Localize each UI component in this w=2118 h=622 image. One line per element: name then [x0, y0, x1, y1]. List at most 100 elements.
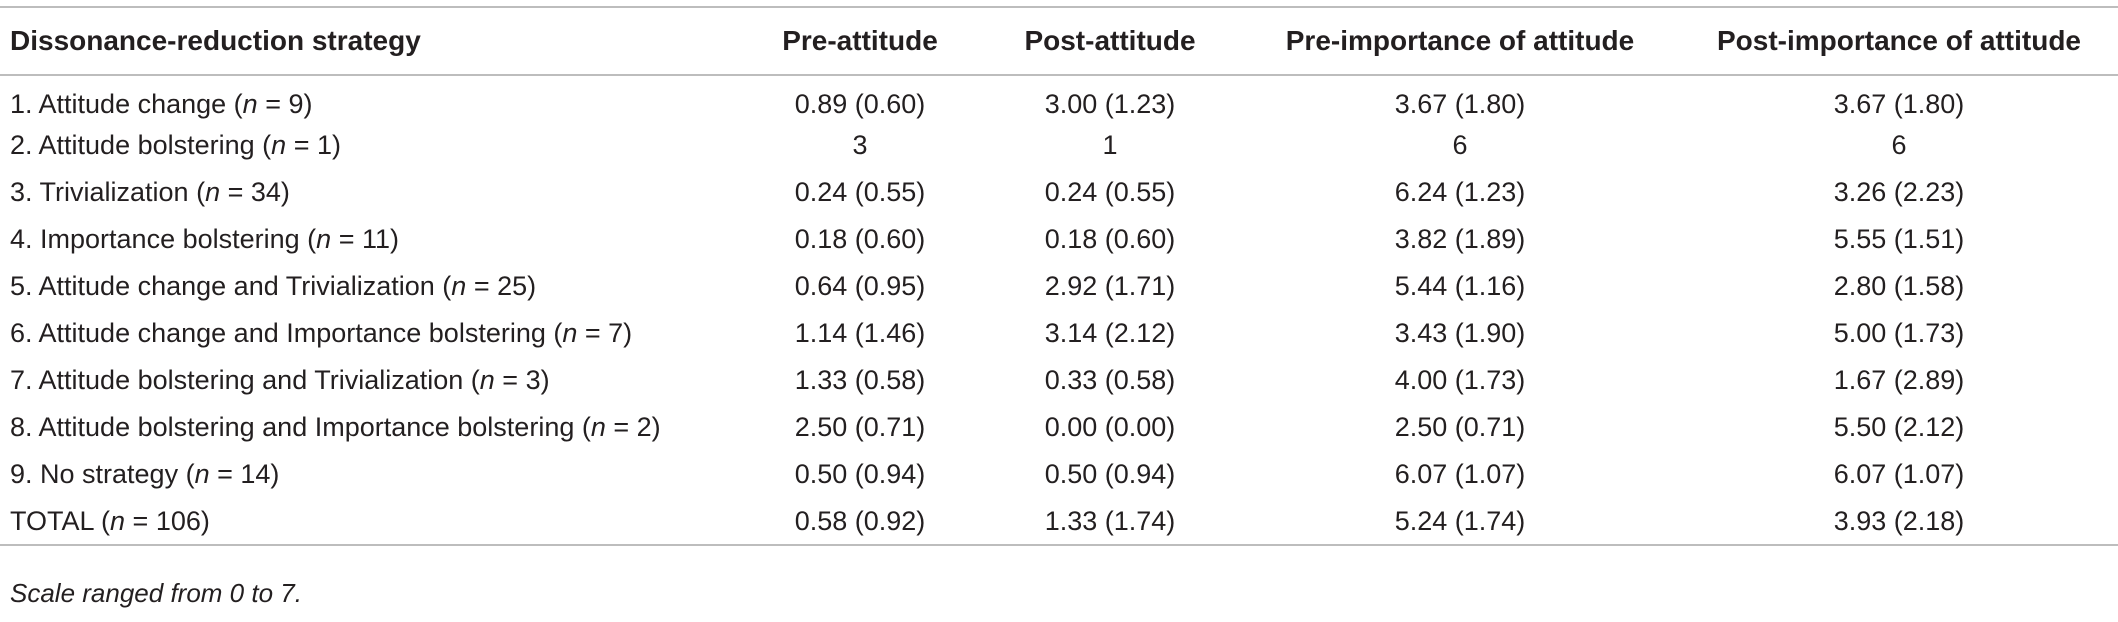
- sample-size-symbol: n: [479, 365, 495, 395]
- sample-size-value: = 34): [220, 177, 290, 207]
- strategy-cell: 9. No strategy (n = 14): [0, 451, 740, 498]
- post-attitude-cell: 1.33 (1.74): [1044, 505, 1176, 536]
- post-importance-cell: 1.67 (2.89): [1833, 365, 1965, 395]
- table-row: 5. Attitude change and Trivialization (n…: [0, 263, 2118, 310]
- pre-importance-cell: 4.00 (1.73): [1394, 365, 1526, 395]
- strategy-label: 1. Attitude change (: [10, 88, 243, 119]
- post-importance-cell: 6: [1891, 130, 1907, 160]
- table-body: 1. Attitude change (n = 9) 0.89 (0.60) 3.0…: [0, 75, 2118, 545]
- strategy-label: 9. No strategy (: [10, 459, 195, 489]
- strategy-cell: 2. Attitude bolstering (n = 1): [0, 122, 740, 169]
- strategy-cell: 7. Attitude bolstering and Trivializatio…: [0, 357, 740, 404]
- table-row: 6. Attitude change and Importance bolste…: [0, 310, 2118, 357]
- table-row: 2. Attitude bolstering (n = 1) 3 1 6 6: [0, 122, 2118, 169]
- post-importance-cell: 3.26 (2.23): [1833, 177, 1965, 207]
- pre-importance-cell: 5.24 (1.74): [1394, 505, 1526, 536]
- sample-size-value: = 106): [125, 505, 210, 536]
- sample-size-symbol: n: [451, 271, 467, 301]
- sample-size-symbol: n: [590, 412, 606, 442]
- post-attitude-cell: 1: [1102, 130, 1118, 160]
- header-row: Dissonance-reduction strategy Pre-attitu…: [0, 7, 2118, 75]
- post-importance-cell: 3.67 (1.80): [1833, 88, 1965, 119]
- post-importance-cell: 5.00 (1.73): [1833, 318, 1965, 348]
- sample-size-value: = 2): [605, 412, 661, 442]
- strategy-label: 2. Attitude bolstering (: [10, 130, 272, 160]
- pre-importance-cell: 2.50 (0.71): [1394, 412, 1526, 442]
- sample-size-symbol: n: [562, 318, 578, 348]
- strategy-cell: 3. Trivialization (n = 34): [0, 169, 740, 216]
- pre-attitude-cell: 0.64 (0.95): [794, 271, 926, 301]
- post-importance-cell: 3.93 (2.18): [1833, 505, 1965, 536]
- strategy-label: 5. Attitude change and Trivialization (: [10, 271, 452, 301]
- pre-importance-cell: 6.24 (1.23): [1394, 177, 1526, 207]
- sample-size-value: = 7): [577, 318, 633, 348]
- table-row: 1. Attitude change (n = 9) 0.89 (0.60) 3.0…: [0, 75, 2118, 122]
- strategy-cell: 1. Attitude change (n = 9): [0, 75, 740, 122]
- table-row: 9. No strategy (n = 14) 0.50 (0.94) 0.50 (…: [0, 451, 2118, 498]
- table-note: Scale ranged from 0 to 7.: [10, 578, 302, 608]
- pre-attitude-cell: 0.89 (0.60): [794, 88, 926, 119]
- post-importance-cell: 5.50 (2.12): [1833, 412, 1965, 442]
- table-row: 4. Importance bolstering (n = 11) 0.18 (0…: [0, 216, 2118, 263]
- strategy-label: 6. Attitude change and Importance bolste…: [10, 318, 563, 348]
- post-attitude-cell: 3.00 (1.23): [1044, 88, 1176, 119]
- pre-attitude-cell: 0.58 (0.92): [794, 505, 926, 536]
- sample-size-symbol: n: [194, 459, 210, 489]
- sample-size-value: = 3): [494, 365, 550, 395]
- post-attitude-cell: 0.50 (0.94): [1044, 459, 1176, 489]
- sample-size-symbol: n: [271, 130, 287, 160]
- pre-attitude-cell: 0.50 (0.94): [794, 459, 926, 489]
- sample-size-symbol: n: [205, 177, 221, 207]
- sample-size-symbol: n: [316, 224, 332, 254]
- table-row: 8. Attitude bolstering and Importance bo…: [0, 404, 2118, 451]
- table-row: 7. Attitude bolstering and Trivializatio…: [0, 357, 2118, 404]
- post-importance-cell: 6.07 (1.07): [1833, 459, 1965, 489]
- strategy-label: TOTAL (: [10, 505, 111, 536]
- pre-attitude-cell: 0.18 (0.60): [794, 224, 926, 254]
- sample-size-value: = 9): [257, 88, 313, 119]
- strategy-cell: 6. Attitude change and Importance bolste…: [0, 310, 740, 357]
- sample-size-symbol: n: [110, 505, 126, 536]
- strategy-cell: TOTAL (n = 106): [0, 498, 740, 545]
- post-attitude-cell: 3.14 (2.12): [1044, 318, 1176, 348]
- pre-importance-cell: 5.44 (1.16): [1394, 271, 1526, 301]
- pre-attitude-cell: 0.24 (0.55): [794, 177, 926, 207]
- results-table: Dissonance-reduction strategy Pre-attitu…: [0, 6, 2118, 546]
- pre-importance-cell: 3.67 (1.80): [1394, 88, 1526, 119]
- post-attitude-cell: 0.33 (0.58): [1044, 365, 1176, 395]
- pre-attitude-cell: 1.14 (1.46): [794, 318, 926, 348]
- post-attitude-cell: 0.00 (0.00): [1044, 412, 1176, 442]
- header-pre-attitude: Pre-attitude: [782, 25, 938, 56]
- pre-importance-cell: 3.82 (1.89): [1394, 224, 1526, 254]
- table-row: 3. Trivialization (n = 34) 0.24 (0.55) 0.2…: [0, 169, 2118, 216]
- post-attitude-cell: 0.18 (0.60): [1044, 224, 1176, 254]
- strategy-label: 4. Importance bolstering (: [10, 224, 317, 254]
- sample-size-value: = 1): [286, 130, 341, 160]
- pre-attitude-cell: 3: [852, 130, 868, 160]
- table-row: TOTAL (n = 106) 0.58 (0.92) 1.33 (1.74) 5.2…: [0, 498, 2118, 545]
- header-post-importance: Post-importance of attitude: [1716, 25, 2081, 56]
- strategy-cell: 4. Importance bolstering (n = 11): [0, 216, 740, 263]
- pre-attitude-cell: 2.50 (0.71): [794, 412, 926, 442]
- strategy-label: 8. Attitude bolstering and Importance bo…: [10, 412, 591, 442]
- sample-size-value: = 14): [209, 459, 280, 489]
- pre-importance-cell: 6: [1452, 130, 1468, 160]
- header-post-attitude: Post-attitude: [1024, 25, 1196, 56]
- strategy-cell: 8. Attitude bolstering and Importance bo…: [0, 404, 740, 451]
- strategy-cell: 5. Attitude change and Trivialization (n…: [0, 263, 740, 310]
- post-attitude-cell: 0.24 (0.55): [1044, 177, 1176, 207]
- post-importance-cell: 5.55 (1.51): [1833, 224, 1965, 254]
- post-importance-cell: 2.80 (1.58): [1833, 271, 1965, 301]
- strategy-label: 3. Trivialization (: [10, 177, 206, 207]
- strategy-label: 7. Attitude bolstering and Trivializatio…: [10, 365, 480, 395]
- sample-size-value: = 11): [331, 224, 399, 254]
- pre-attitude-cell: 1.33 (0.58): [794, 365, 926, 395]
- sample-size-symbol: n: [242, 88, 258, 119]
- pre-importance-cell: 6.07 (1.07): [1394, 459, 1526, 489]
- header-strategy: Dissonance-reduction strategy: [10, 25, 421, 56]
- pre-importance-cell: 3.43 (1.90): [1394, 318, 1526, 348]
- post-attitude-cell: 2.92 (1.71): [1044, 271, 1176, 301]
- header-pre-importance: Pre-importance of attitude: [1285, 25, 1635, 56]
- sample-size-value: = 25): [466, 271, 537, 301]
